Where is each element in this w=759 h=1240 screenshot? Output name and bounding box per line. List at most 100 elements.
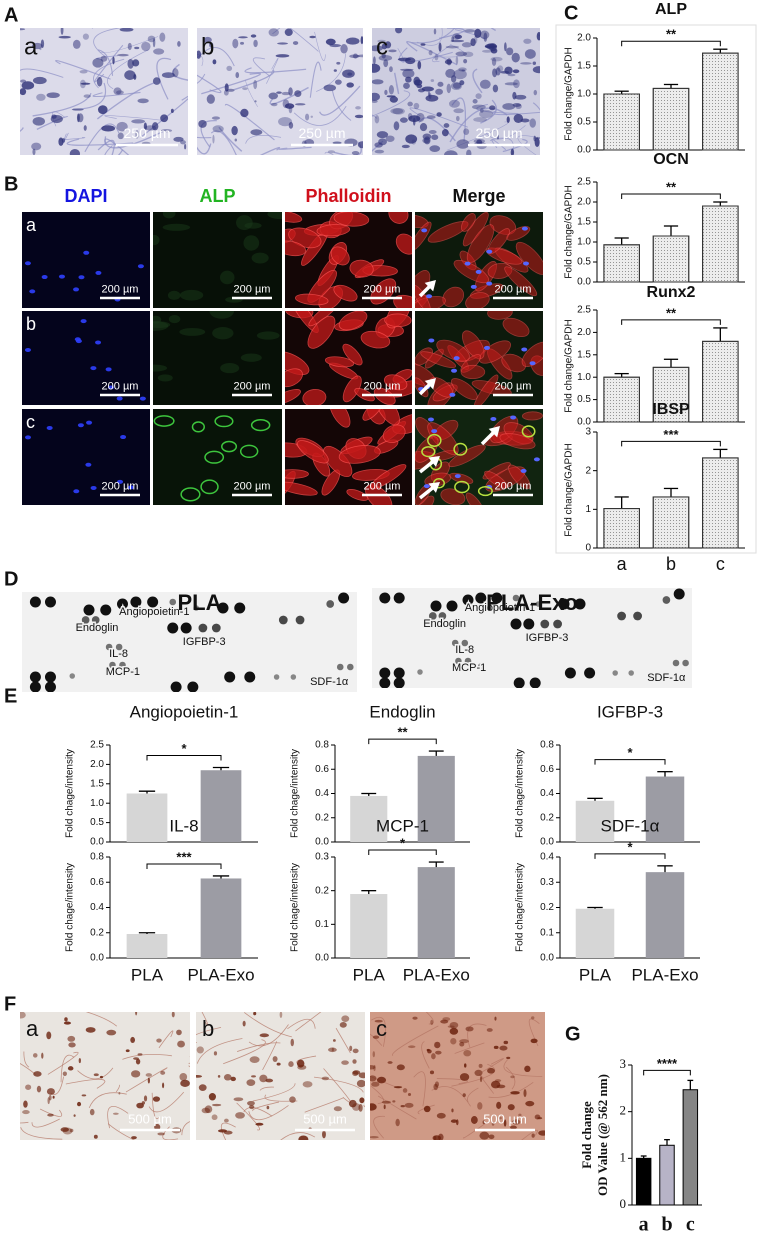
texture: [157, 374, 173, 382]
texture: [492, 110, 540, 116]
texture: [427, 433, 442, 447]
texture: [249, 1105, 255, 1110]
texture: [62, 1071, 67, 1077]
texture: [200, 479, 219, 495]
texture: [141, 41, 151, 52]
texture: [316, 224, 351, 237]
bar: [200, 770, 242, 842]
texture: [259, 1033, 270, 1038]
texture: [475, 93, 482, 100]
panel-label: F: [4, 993, 16, 1015]
texture: [479, 30, 490, 40]
texture: [212, 125, 224, 133]
texture: [96, 76, 103, 87]
chart-title: Endoglin: [369, 702, 435, 721]
texture: [449, 392, 456, 397]
texture: [272, 28, 281, 35]
texture: [97, 139, 115, 155]
blot-spot: [234, 602, 246, 614]
texture: [496, 134, 500, 140]
texture: [61, 138, 66, 143]
texture: [24, 261, 31, 266]
blot-spot: [491, 592, 503, 604]
texture: [197, 73, 206, 84]
image-label: c: [376, 1016, 387, 1041]
texture: [333, 284, 358, 302]
texture: [135, 1058, 141, 1065]
texture: [462, 1093, 466, 1098]
y-tick-label: 0.0: [540, 953, 554, 964]
texture: [487, 311, 513, 320]
bar: [350, 795, 388, 842]
texture: [494, 1016, 497, 1021]
y-tick-label: 2.5: [90, 740, 104, 751]
texture: [285, 389, 301, 405]
y-tick-label: 0.8: [315, 740, 329, 751]
texture: [67, 1066, 74, 1071]
texture: [356, 1079, 365, 1088]
texture: [423, 1105, 431, 1113]
texture: [388, 85, 394, 95]
texture: [521, 425, 536, 438]
texture: [387, 1061, 393, 1064]
texture: [58, 274, 65, 279]
texture: [444, 59, 453, 65]
texture: [463, 58, 468, 64]
texture: [83, 94, 91, 98]
y-tick-label: 1.5: [577, 217, 591, 228]
texture: [381, 53, 386, 59]
texture: [244, 67, 307, 74]
blot-spot: [29, 596, 41, 608]
texture: [248, 1105, 289, 1120]
texture: [499, 1045, 508, 1051]
texture: [453, 259, 490, 284]
texture: [162, 223, 191, 231]
texture: [374, 149, 385, 154]
y-tick-label: 1: [585, 504, 591, 515]
significance-label: **: [666, 179, 677, 194]
texture: [244, 222, 262, 229]
spot-label: SDF-1α: [310, 676, 349, 688]
y-tick-label: 0.1: [540, 927, 554, 938]
scale-bar-label: 200 µm: [234, 481, 271, 493]
texture: [390, 108, 404, 115]
chart-title: IGFBP-3: [597, 702, 663, 721]
texture: [314, 31, 326, 61]
spot-label: IGFBP-3: [526, 632, 569, 644]
bar: [126, 793, 168, 842]
texture: [220, 1122, 236, 1140]
significance-label: ***: [176, 849, 192, 864]
texture: [341, 1015, 350, 1023]
texture: [251, 252, 269, 264]
texture: [302, 1081, 313, 1088]
texture: [226, 65, 233, 71]
micrograph: [153, 311, 282, 405]
texture: [275, 54, 290, 58]
texture: [313, 1076, 364, 1093]
bar-texture: [603, 244, 640, 283]
texture: [370, 1136, 379, 1139]
texture: [288, 87, 293, 96]
texture: [377, 39, 386, 43]
micrograph: [372, 28, 540, 155]
texture: [270, 102, 278, 107]
texture: [117, 132, 124, 140]
texture: [31, 142, 42, 151]
texture: [395, 28, 403, 34]
texture: [197, 74, 222, 94]
texture: [372, 45, 383, 52]
texture: [332, 1039, 336, 1042]
texture: [429, 145, 441, 153]
texture: [486, 1028, 493, 1032]
texture: [131, 1136, 137, 1140]
blot-spot: [673, 588, 685, 600]
texture: [463, 128, 470, 135]
texture: [239, 444, 259, 459]
texture: [201, 72, 261, 95]
texture: [381, 1100, 391, 1104]
texture: [486, 249, 493, 254]
texture: [82, 33, 89, 40]
y-tick-label: 2.0: [577, 327, 591, 338]
texture: [33, 1071, 42, 1077]
y-tick-label: 0.4: [540, 788, 554, 799]
